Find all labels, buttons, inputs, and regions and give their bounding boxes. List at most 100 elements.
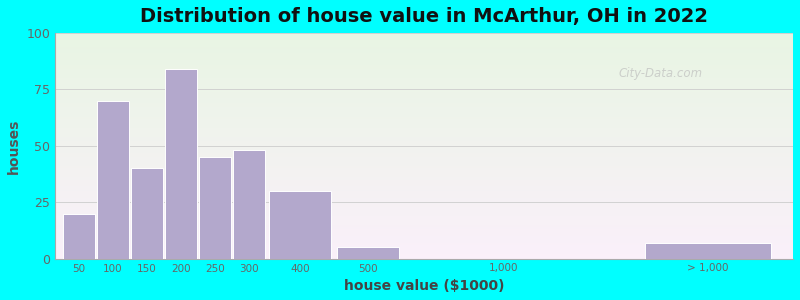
Bar bbox=[55, 83, 793, 85]
Bar bbox=[55, 232, 793, 234]
Bar bbox=[55, 121, 793, 123]
Bar bbox=[55, 162, 793, 164]
Bar bbox=[55, 135, 793, 137]
Bar bbox=[55, 168, 793, 171]
Bar bbox=[55, 211, 793, 214]
Bar bbox=[55, 173, 793, 175]
Bar bbox=[166, 69, 197, 259]
Bar bbox=[55, 35, 793, 38]
Bar bbox=[55, 148, 793, 150]
Bar bbox=[55, 132, 793, 135]
Bar bbox=[55, 71, 793, 74]
Bar bbox=[55, 227, 793, 229]
Bar bbox=[55, 53, 793, 56]
Bar bbox=[131, 168, 162, 259]
Bar bbox=[55, 112, 793, 114]
Title: Distribution of house value in McArthur, OH in 2022: Distribution of house value in McArthur,… bbox=[140, 7, 708, 26]
Bar bbox=[337, 248, 399, 259]
Bar bbox=[55, 80, 793, 83]
Bar bbox=[55, 96, 793, 98]
Bar bbox=[55, 67, 793, 69]
Bar bbox=[63, 214, 94, 259]
Bar bbox=[55, 229, 793, 232]
Bar bbox=[55, 130, 793, 132]
Bar bbox=[55, 207, 793, 209]
Bar bbox=[98, 101, 129, 259]
Bar bbox=[55, 105, 793, 107]
Bar bbox=[55, 114, 793, 116]
Bar bbox=[55, 234, 793, 236]
Bar bbox=[55, 150, 793, 153]
Bar bbox=[55, 166, 793, 168]
Bar bbox=[55, 46, 793, 49]
Bar bbox=[55, 250, 793, 252]
Bar bbox=[55, 42, 793, 44]
Bar bbox=[55, 193, 793, 196]
Bar bbox=[55, 223, 793, 225]
Bar bbox=[55, 44, 793, 46]
Bar bbox=[55, 202, 793, 205]
Bar bbox=[55, 225, 793, 227]
Bar bbox=[55, 218, 793, 220]
Bar bbox=[55, 38, 793, 40]
Bar bbox=[55, 49, 793, 51]
X-axis label: house value ($1000): house value ($1000) bbox=[344, 279, 504, 293]
Bar bbox=[55, 78, 793, 80]
Bar bbox=[55, 98, 793, 101]
Bar bbox=[55, 62, 793, 64]
Bar bbox=[55, 58, 793, 60]
Bar bbox=[55, 180, 793, 182]
Bar bbox=[234, 150, 265, 259]
Bar bbox=[55, 137, 793, 139]
Bar bbox=[55, 139, 793, 141]
Bar bbox=[55, 216, 793, 218]
Bar bbox=[55, 85, 793, 87]
Bar bbox=[55, 116, 793, 119]
Bar bbox=[55, 56, 793, 58]
Bar bbox=[55, 238, 793, 241]
Bar bbox=[55, 236, 793, 238]
Bar bbox=[55, 146, 793, 148]
Bar bbox=[55, 141, 793, 144]
Bar bbox=[55, 241, 793, 243]
Bar bbox=[55, 209, 793, 211]
Bar bbox=[55, 69, 793, 71]
Bar bbox=[269, 191, 331, 259]
Bar bbox=[55, 89, 793, 92]
Bar bbox=[55, 157, 793, 159]
Bar bbox=[55, 51, 793, 53]
Bar bbox=[55, 191, 793, 193]
Bar bbox=[646, 243, 770, 259]
Bar bbox=[55, 159, 793, 162]
Bar bbox=[55, 74, 793, 76]
Bar bbox=[55, 220, 793, 223]
Bar bbox=[55, 182, 793, 184]
Bar bbox=[55, 60, 793, 62]
Bar bbox=[55, 144, 793, 146]
Bar bbox=[55, 155, 793, 157]
Bar bbox=[55, 40, 793, 42]
Text: City-Data.com: City-Data.com bbox=[618, 67, 702, 80]
Bar bbox=[55, 64, 793, 67]
Bar bbox=[55, 196, 793, 198]
Bar bbox=[55, 110, 793, 112]
Bar bbox=[55, 200, 793, 202]
Bar bbox=[55, 128, 793, 130]
Bar bbox=[55, 87, 793, 89]
Bar bbox=[55, 76, 793, 78]
Bar bbox=[55, 119, 793, 121]
Bar bbox=[55, 103, 793, 105]
Bar bbox=[55, 214, 793, 216]
Bar bbox=[55, 164, 793, 166]
Bar bbox=[199, 157, 230, 259]
Bar bbox=[55, 175, 793, 177]
Bar bbox=[55, 205, 793, 207]
Bar bbox=[55, 153, 793, 155]
Bar bbox=[55, 252, 793, 254]
Bar bbox=[55, 243, 793, 245]
Bar bbox=[55, 187, 793, 189]
Bar bbox=[55, 171, 793, 173]
Bar bbox=[55, 101, 793, 103]
Y-axis label: houses: houses bbox=[7, 118, 21, 173]
Bar bbox=[55, 125, 793, 128]
